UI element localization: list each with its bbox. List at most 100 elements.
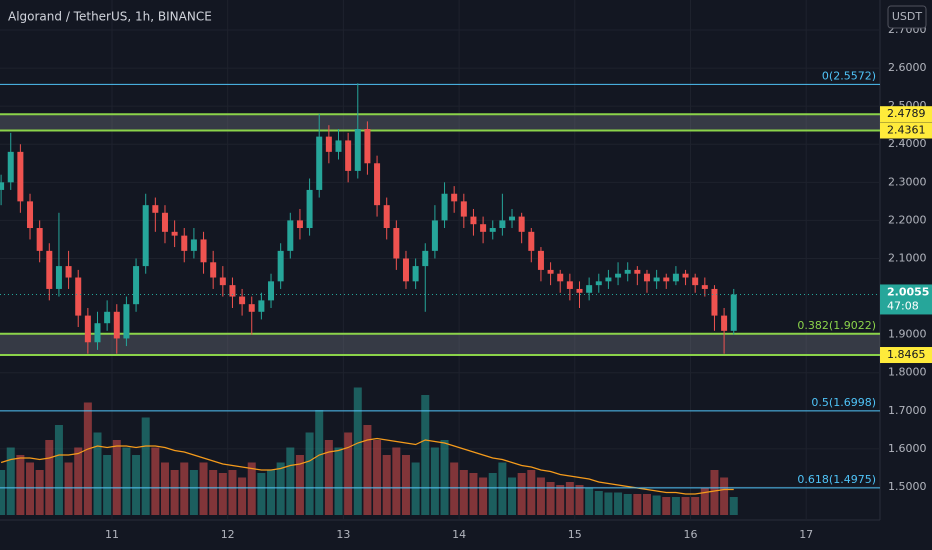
volume-bar (180, 462, 189, 515)
candle-body (557, 273, 564, 282)
volume-bar (74, 447, 83, 515)
volume-bar (479, 477, 488, 515)
volume-bar (26, 462, 35, 515)
volume-bar (459, 470, 468, 515)
volume-bar (6, 447, 15, 515)
candle-body (672, 273, 679, 282)
candle-body (36, 228, 43, 251)
volume-bar (199, 462, 208, 515)
y-tick-label: 2.4000 (888, 137, 927, 150)
candle-body (460, 201, 467, 217)
current-price: 2.0055 (887, 285, 929, 298)
candle-body (721, 315, 728, 331)
candle-body (364, 129, 371, 164)
candle-body (258, 300, 265, 312)
volume-bar (440, 440, 449, 515)
volume-bar (508, 477, 517, 515)
candle-body (239, 296, 246, 305)
candle-body (123, 304, 130, 339)
volume-bar (103, 455, 112, 515)
volume-bar (257, 473, 266, 515)
volume-bar (160, 462, 169, 515)
volume-bar (45, 440, 54, 515)
candle-body (219, 277, 226, 286)
y-tick-label: 2.1000 (888, 251, 927, 264)
candle-body (528, 231, 535, 251)
zone-box (0, 333, 880, 356)
candle-body (7, 151, 14, 183)
symbol-title[interactable]: Algorand / TetherUS, 1h, BINANCE (8, 10, 212, 24)
volume-bar (373, 440, 382, 515)
volume-bar (411, 462, 420, 515)
candle-body (499, 220, 506, 229)
volume-bar (112, 440, 121, 515)
candle-body (17, 151, 24, 202)
candle-body (451, 193, 458, 202)
volume-bar (594, 491, 603, 515)
candle-body (615, 273, 622, 278)
candle-body (325, 136, 332, 152)
volume-bar (488, 473, 497, 515)
candle-body (316, 136, 323, 190)
candle-body (287, 220, 294, 251)
candle-body (374, 163, 381, 206)
x-tick-label: 14 (452, 528, 466, 541)
volume-bar (334, 447, 343, 515)
candle-body (248, 304, 255, 312)
volume-bar (353, 387, 362, 515)
volume-ma (0, 437, 734, 495)
volume-bar (228, 470, 237, 515)
price-tag (880, 106, 932, 123)
candle-body (537, 250, 544, 270)
volume-bar (64, 462, 73, 515)
volume-bar (324, 440, 333, 515)
volume-bar (604, 492, 613, 515)
fib-label: 0.5(1.6998) (811, 396, 876, 409)
y-tick-label: 2.2000 (888, 213, 927, 226)
currency[interactable]: USDT (892, 10, 923, 23)
fib-label: 0(2.5572) (822, 69, 876, 82)
volume-bar (527, 470, 536, 515)
candle-body (383, 205, 390, 229)
x-tick-label: 11 (105, 528, 119, 541)
volume-bar (546, 482, 555, 515)
candle-body (65, 266, 72, 278)
candle-body (682, 273, 689, 278)
candle-body (268, 281, 275, 301)
fib-label: 0.382(1.9022) (797, 319, 876, 332)
volume-bar (189, 470, 198, 515)
candle-body (576, 288, 583, 293)
volume-bar (633, 494, 642, 515)
candles (0, 83, 737, 354)
volume-bar (565, 482, 574, 515)
candle-body (653, 277, 660, 282)
y-tick-label: 1.8000 (888, 366, 927, 379)
volume-bar (209, 470, 218, 515)
candle-body (586, 285, 593, 293)
candle-body (46, 250, 53, 289)
candle-body (152, 205, 159, 213)
candle-body (296, 220, 303, 229)
price-tag (880, 122, 932, 139)
candle-body (94, 323, 101, 343)
candle-body (605, 277, 612, 282)
zone-box (0, 114, 880, 131)
y-tick-label: 1.5000 (888, 480, 927, 493)
candle-body (277, 250, 284, 282)
volume-bar (614, 492, 623, 515)
volume-bar (276, 462, 285, 515)
candle-body (55, 266, 62, 289)
volume-bar (382, 455, 391, 515)
candle-body (84, 315, 91, 343)
candle-body (595, 281, 602, 286)
volume-bar (54, 425, 63, 515)
x-tick-label: 12 (221, 528, 235, 541)
price-tag-label: 1.8465 (887, 348, 926, 361)
volume-bar (585, 488, 594, 515)
volume-bar (363, 425, 372, 515)
currency-box[interactable] (887, 5, 927, 29)
volume-bar (450, 462, 459, 515)
volume-bar (421, 395, 430, 515)
fib-label: 0.618(1.4975) (797, 473, 876, 486)
y-tick-label: 1.9000 (888, 328, 927, 341)
